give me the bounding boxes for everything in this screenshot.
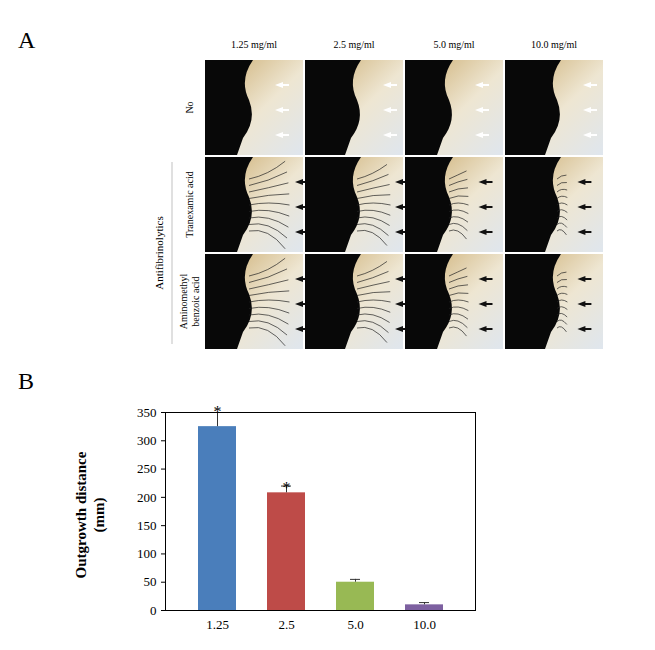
svg-text:5.0 mg/ml: 5.0 mg/ml <box>433 39 474 50</box>
svg-text:10.0 mg/ml: 10.0 mg/ml <box>531 39 577 50</box>
svg-text:200: 200 <box>137 490 157 505</box>
svg-text:No: No <box>184 101 195 113</box>
svg-text:5.0: 5.0 <box>347 617 363 632</box>
svg-text:1.25: 1.25 <box>206 617 229 632</box>
html-text:Outgrowth distance (mm): Outgrowth distance (mm) <box>73 451 107 579</box>
svg-text:*: * <box>214 403 222 420</box>
svg-text:1.25 mg/ml: 1.25 mg/ml <box>231 39 277 50</box>
svg-text:A: A <box>18 27 36 53</box>
svg-text:2.5: 2.5 <box>278 617 294 632</box>
svg-text:50: 50 <box>144 574 157 589</box>
svg-text:300: 300 <box>137 433 157 448</box>
svg-text:100: 100 <box>137 546 157 561</box>
svg-text:*: * <box>283 479 291 496</box>
svg-text:350: 350 <box>137 405 157 420</box>
svg-text:Antifibrinolytics: Antifibrinolytics <box>153 216 165 289</box>
html-text:B: B <box>18 368 34 394</box>
svg-text:250: 250 <box>137 461 157 476</box>
svg-text:150: 150 <box>137 518 157 533</box>
svg-text:Aminomethylbenzoic acid: Aminomethylbenzoic acid <box>178 274 201 330</box>
svg-text:0: 0 <box>150 603 157 618</box>
svg-text:Tranexamic acid: Tranexamic acid <box>184 171 195 238</box>
svg-text:2.5 mg/ml: 2.5 mg/ml <box>333 39 374 50</box>
svg-text:10.0: 10.0 <box>413 617 436 632</box>
